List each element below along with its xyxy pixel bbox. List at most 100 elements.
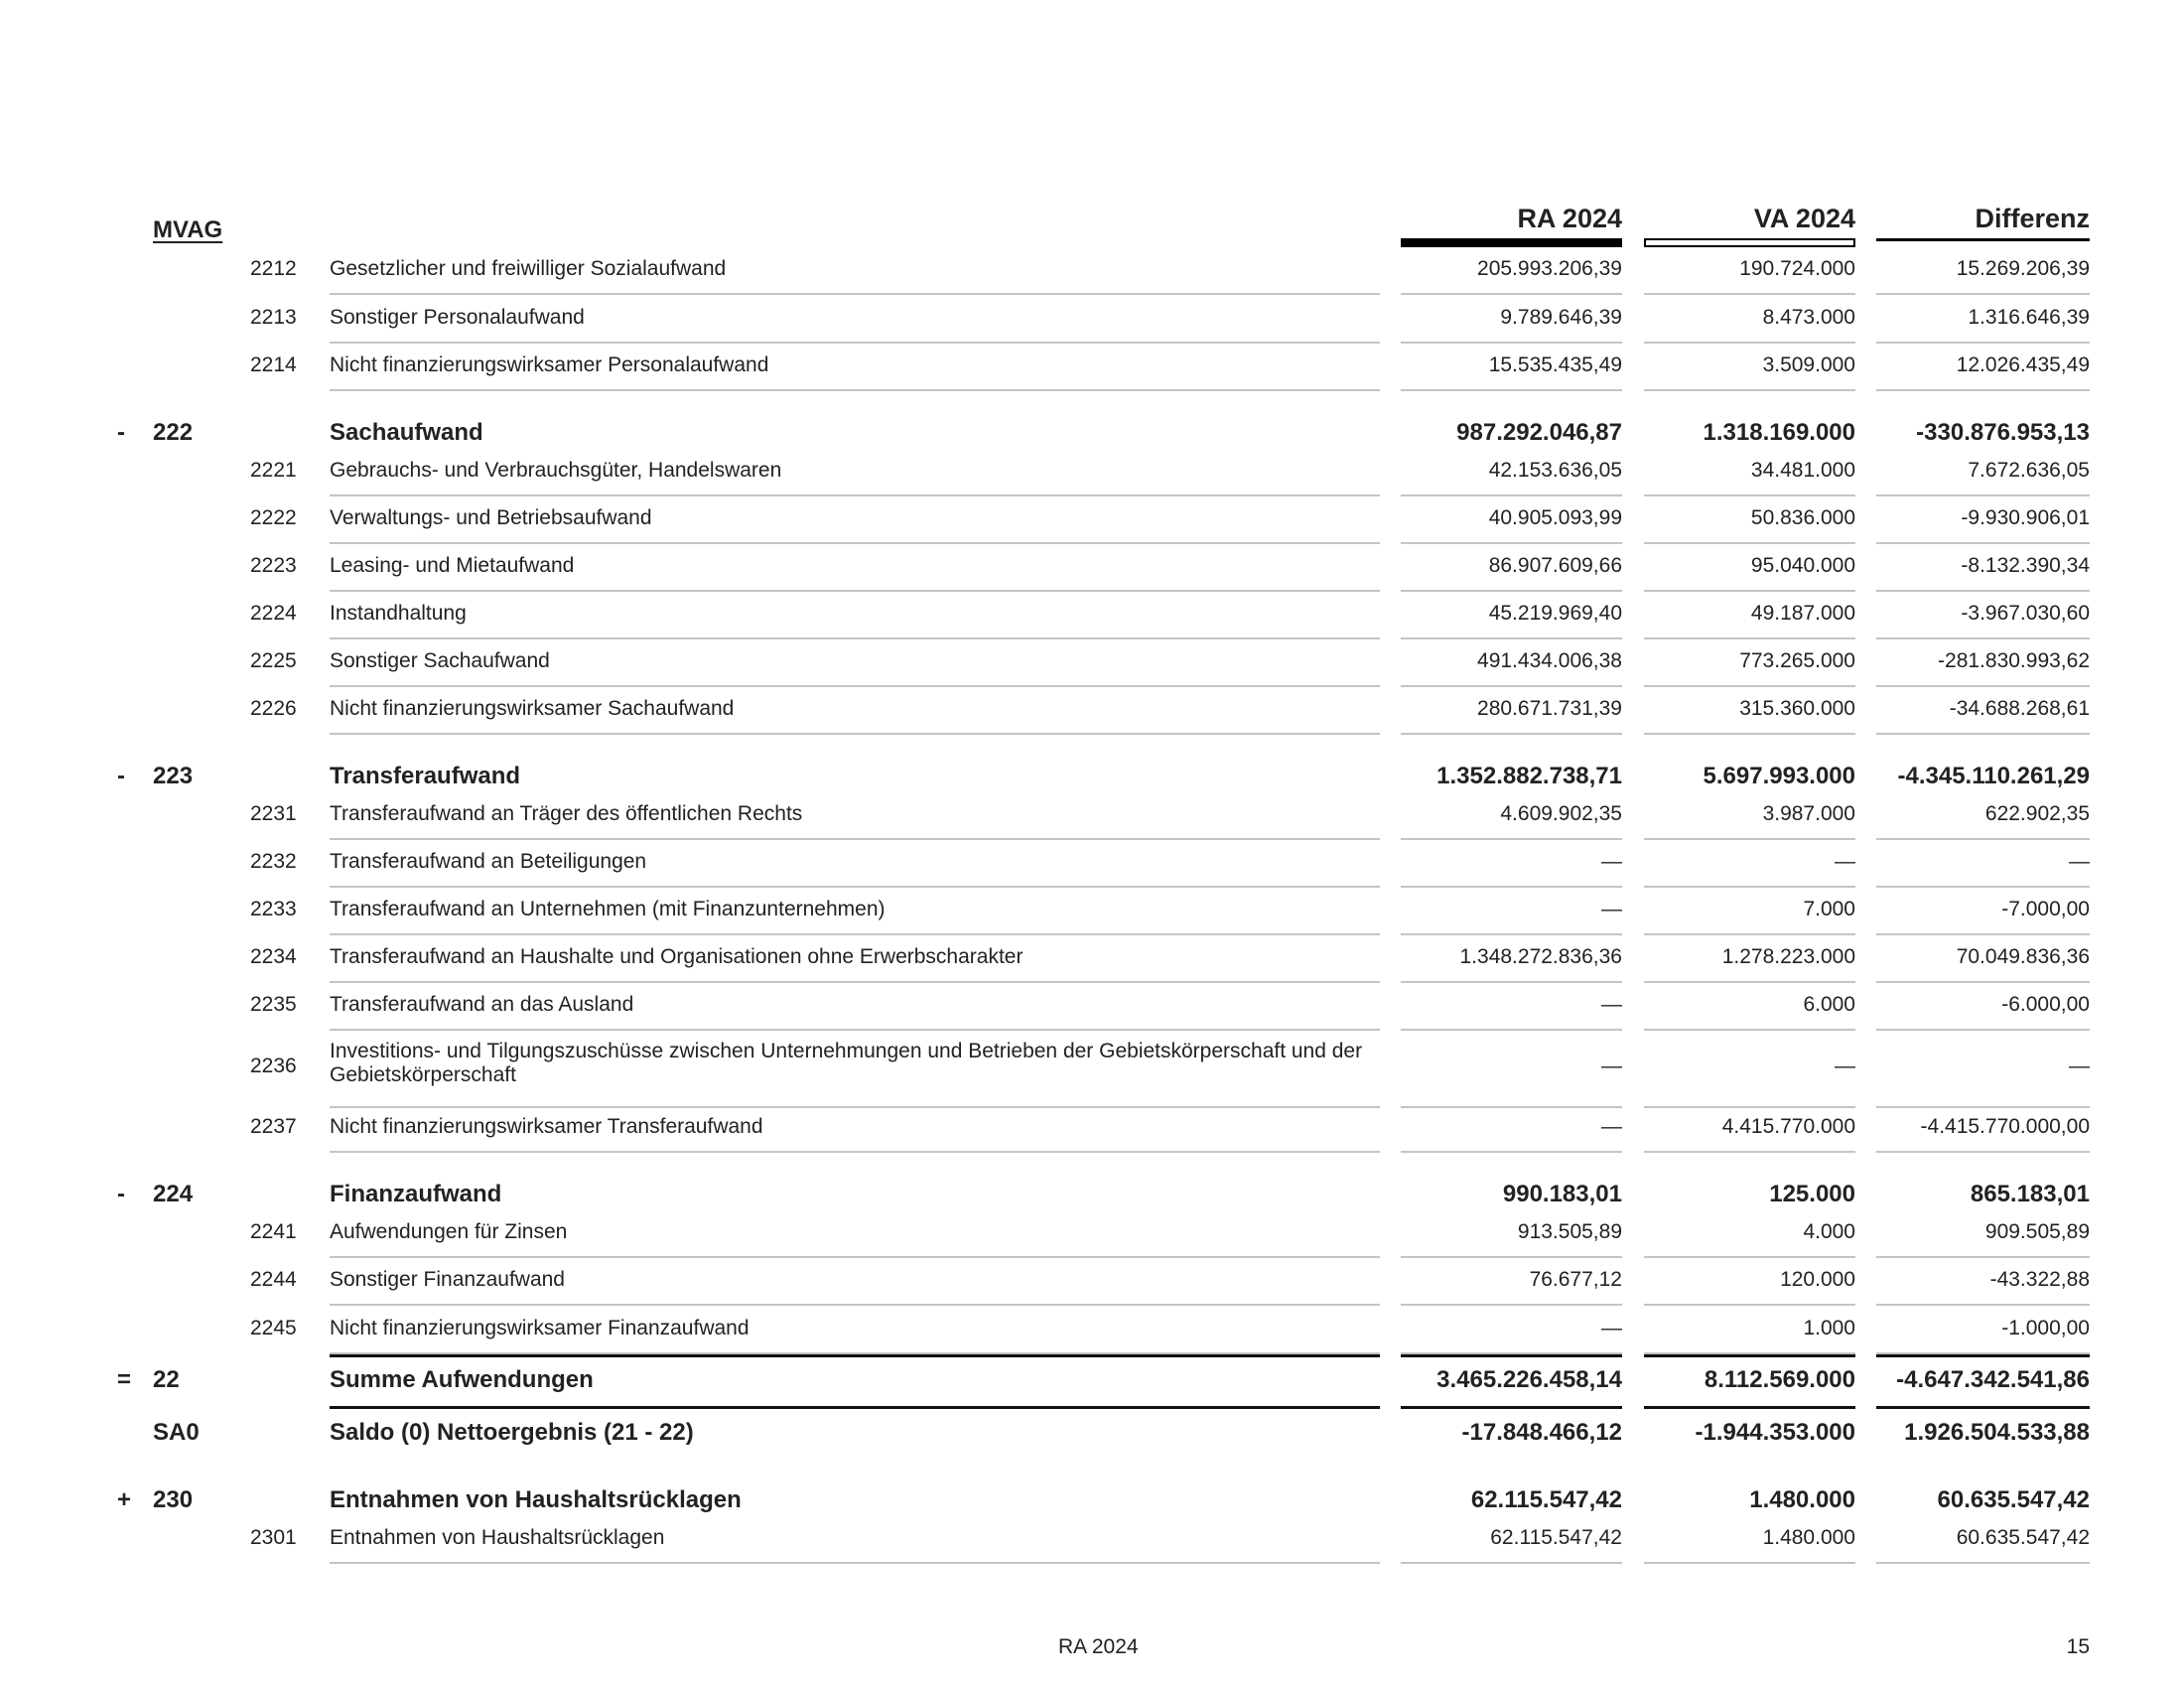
row-divider [330,981,1380,983]
row-va-value: 3.509.000 [1762,353,1855,376]
row-va-value: 4.415.770.000 [1721,1115,1855,1138]
table-row: 2244 Sonstiger Finanzaufwand 76.677,12 120.… [0,1265,2184,1295]
row-divider [1644,886,1855,888]
row-sign: - [117,419,125,446]
row-diff-value: -4.345.110.261,29 [1897,763,2090,789]
row-ra-value: 62.115.547,42 [1490,1526,1622,1549]
row-divider [1876,1256,2090,1258]
row-label: Transferaufwand [330,763,521,789]
row-code: 2236 [250,1055,297,1077]
row-divider [330,1256,1380,1258]
table-row: = 22 Summe Aufwendungen 3.465.226.458,14 8.1… [0,1365,2184,1395]
va-header-bar [1644,238,1855,247]
table-row: 2235 Transferaufwand an das Ausland — 6.000… [0,990,2184,1020]
row-divider [330,933,1380,935]
row-divider [330,637,1380,639]
row-code: 2232 [250,850,297,873]
row-divider [330,342,1380,344]
row-divider [1401,389,1622,391]
table-row: 2245 Nicht finanzierungswirksamer Finanza… [0,1314,2184,1343]
row-divider [330,1106,1380,1108]
row-divider [1401,981,1622,983]
table-row: 2212 Gesetzlicher und freiwilliger Sozial… [0,254,2184,284]
row-divider [330,1151,1380,1153]
row-label: Nicht finanzierungswirksamer Sachaufwand [330,697,735,720]
row-divider [1401,1352,1622,1354]
row-divider [330,542,1380,544]
row-label: Transferaufwand an Träger des öffentlich… [330,802,803,825]
row-sign: - [117,763,125,789]
row-va-value: — [1835,850,1855,873]
row-label: Investitions- und Tilgungszuschüsse zwis… [330,1040,1363,1086]
row-ra-value: 913.505,89 [1517,1220,1622,1243]
row-label: Nicht finanzierungswirksamer Transferauf… [330,1115,763,1138]
row-code: 2214 [250,353,297,376]
table-row: 2225 Sonstiger Sachaufwand 491.434.006,38 7… [0,646,2184,676]
row-va-value: 4.000 [1803,1220,1855,1243]
row-divider [1401,1029,1622,1031]
row-group-code: 22 [153,1366,180,1393]
row-diff-value: -4.647.342.541,86 [1896,1366,2090,1393]
row-divider [1876,590,2090,592]
row-va-value: 34.481.000 [1750,459,1855,482]
row-diff-value: 70.049.836,36 [1956,945,2090,968]
row-va-value: 5.697.993.000 [1703,763,1855,789]
row-divider [1644,1151,1855,1153]
row-va-value: 7.000 [1803,898,1855,920]
row-diff-value: — [2069,1055,2090,1077]
row-diff-value: -3.967.030,60 [1961,602,2090,625]
row-group-code: SA0 [153,1419,200,1446]
row-code: 2225 [250,649,297,672]
table-row: 2234 Transferaufwand an Haushalte und Org… [0,942,2184,972]
row-ra-value: 990.183,01 [1502,1181,1622,1207]
row-divider [1876,293,2090,295]
column-header-diff: Differenz [1975,204,2090,233]
row-divider [330,494,1380,496]
row-divider [1401,590,1622,592]
total-rule [330,1354,1380,1357]
row-divider [330,886,1380,888]
row-label: Leasing- und Mietaufwand [330,554,575,577]
row-divider [1876,1106,2090,1108]
row-diff-value: -9.930.906,01 [1961,506,2090,529]
row-va-value: 315.360.000 [1739,697,1855,720]
row-divider [330,293,1380,295]
table-row: 2231 Transferaufwand an Träger des öffent… [0,799,2184,829]
row-label: Summe Aufwendungen [330,1366,594,1393]
row-sign: = [117,1366,132,1393]
table-row: 2237 Nicht finanzierungswirksamer Transfe… [0,1112,2184,1142]
row-va-value: 1.480.000 [1762,1526,1855,1549]
row-diff-value: 12.026.435,49 [1956,353,2090,376]
row-ra-value: 76.677,12 [1529,1268,1622,1291]
row-divider [1644,389,1855,391]
row-divider [1644,981,1855,983]
row-divider [1401,542,1622,544]
row-va-value: 3.987.000 [1762,802,1855,825]
row-divider [1876,637,2090,639]
row-va-value: 1.480.000 [1749,1486,1855,1513]
row-label: Instandhaltung [330,602,467,625]
row-diff-value: 60.635.547,42 [1956,1526,2090,1549]
row-divider [1401,293,1622,295]
row-divider [1644,542,1855,544]
row-ra-value: 42.153.636,05 [1488,459,1622,482]
row-divider [1644,1562,1855,1564]
row-divider [1401,838,1622,840]
row-divider [1876,342,2090,344]
row-divider [1644,342,1855,344]
row-ra-value: 15.535.435,49 [1488,353,1622,376]
row-sign: - [117,1181,125,1207]
row-va-value: 190.724.000 [1739,257,1855,280]
row-divider [1876,1151,2090,1153]
row-divider [330,1352,1380,1354]
row-diff-value: 1.316.646,39 [1968,306,2090,329]
row-label: Transferaufwand an Beteiligungen [330,850,647,873]
row-ra-value: 4.609.902,35 [1500,802,1622,825]
row-group-code: 224 [153,1181,194,1207]
row-code: 2224 [250,602,297,625]
row-code: 2235 [250,993,297,1016]
row-ra-value: 1.348.272.836,36 [1459,945,1623,968]
row-divider [1401,733,1622,735]
row-divider [1644,494,1855,496]
row-label: Entnahmen von Haushaltsrücklagen [330,1486,742,1513]
